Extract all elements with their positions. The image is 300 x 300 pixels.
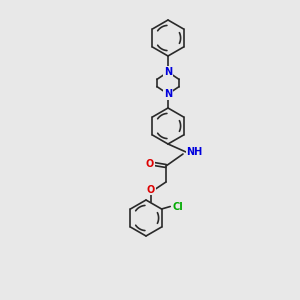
Text: O: O <box>147 185 155 195</box>
Text: O: O <box>146 159 154 169</box>
Text: N: N <box>164 67 172 77</box>
Text: N: N <box>164 89 172 99</box>
Text: NH: NH <box>186 147 202 157</box>
Text: Cl: Cl <box>172 202 183 212</box>
